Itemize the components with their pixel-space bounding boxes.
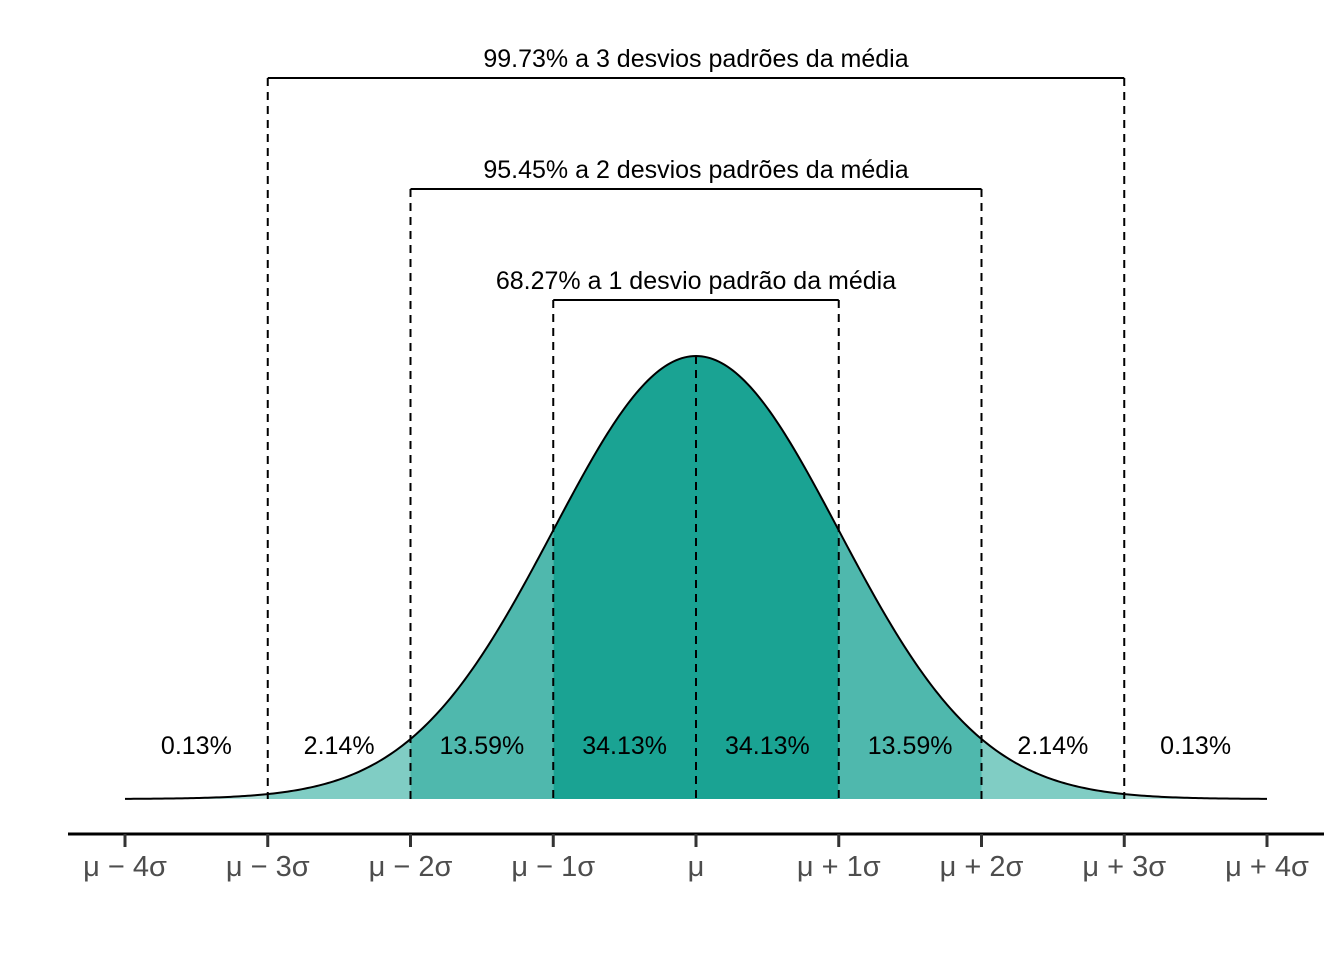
region-fill [267, 739, 411, 799]
region-percent-label: 2.14% [1017, 732, 1088, 760]
x-tick-label: μ [688, 851, 705, 883]
x-tick-label: μ + 4σ [1225, 851, 1309, 883]
bracket-label: 99.73% a 3 desvios padrões da média [483, 45, 908, 73]
region-percent-label: 0.13% [161, 732, 232, 760]
region-percent-label: 0.13% [1160, 732, 1231, 760]
region-fill [696, 356, 839, 799]
bracket-label: 95.45% a 2 desvios padrões da média [483, 156, 908, 184]
region-percent-label: 2.14% [304, 732, 375, 760]
x-tick-label: μ − 2σ [369, 851, 453, 883]
brackets: 68.27% a 1 desvio padrão da média 95.45% … [267, 45, 1125, 301]
region-fill [1124, 794, 1267, 799]
region-fill [553, 356, 696, 799]
region-percent-label: 13.59% [868, 732, 953, 760]
region-percent-label: 34.13% [725, 732, 810, 760]
region-fill [981, 739, 1125, 799]
x-tick-label: μ − 1σ [511, 851, 595, 883]
x-tick-label: μ + 1σ [797, 851, 881, 883]
sigma-dashed-lines [266, 78, 1126, 799]
bracket-label: 68.27% a 1 desvio padrão da média [496, 267, 896, 295]
region-labels: 0.13% 2.14% 13.59% 34.13% 34.13% 13.59% 2.14% 0… [161, 732, 1231, 760]
x-axis-ticks: μ − 4σ μ − 3σ μ − 2σ μ − 1σ μ μ + 1σ μ + 2σ μ +… [83, 834, 1309, 883]
region-fills [125, 356, 1267, 799]
x-tick-label: μ − 3σ [226, 851, 310, 883]
x-tick-label: μ + 2σ [940, 851, 1024, 883]
region-percent-label: 34.13% [582, 732, 667, 760]
x-tick-label: μ + 3σ [1082, 851, 1166, 883]
region-percent-label: 13.59% [439, 732, 524, 760]
x-tick-label: μ − 4σ [83, 851, 167, 883]
region-fill [125, 794, 268, 799]
